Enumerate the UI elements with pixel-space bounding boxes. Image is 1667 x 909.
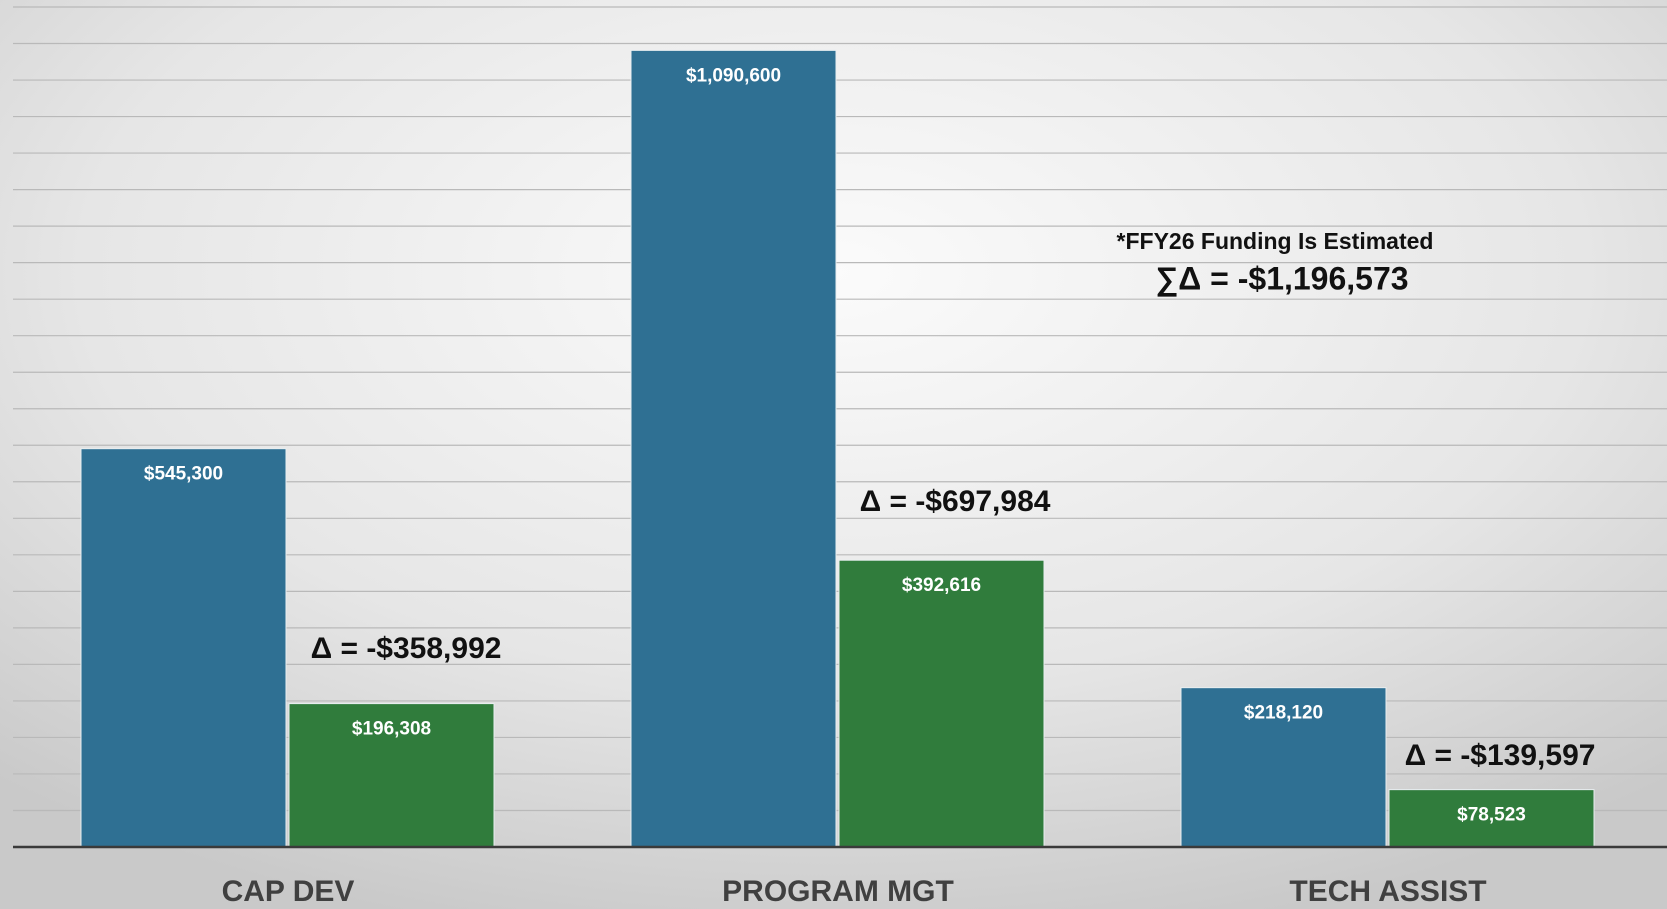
bar bbox=[1180, 687, 1387, 848]
bars bbox=[80, 49, 1595, 848]
bar bbox=[80, 448, 287, 848]
bar bbox=[1388, 789, 1595, 848]
annotation: *FFY26 Funding Is Estimated bbox=[1117, 228, 1434, 254]
data-label: $218,120 bbox=[1244, 703, 1323, 724]
bar bbox=[630, 49, 837, 848]
bar bbox=[838, 559, 1045, 848]
annotation: Δ = -$358,992 bbox=[311, 632, 502, 665]
labels: CAP DEV $545,300 $196,308 PROGRAM MGT $1,090… bbox=[13, 65, 1667, 908]
annotation: Δ = -$139,597 bbox=[1405, 739, 1596, 772]
x-tick-label: TECH ASSIST bbox=[1289, 875, 1486, 908]
data-label: $78,523 bbox=[1457, 805, 1526, 826]
data-label: $545,300 bbox=[144, 464, 223, 485]
bar bbox=[288, 703, 495, 848]
x-tick-label: CAP DEV bbox=[222, 875, 355, 908]
x-tick-label: PROGRAM MGT bbox=[722, 875, 954, 908]
annotation: ∑Δ = -$1,196,573 bbox=[1155, 260, 1408, 297]
data-label: $196,308 bbox=[352, 719, 431, 740]
annotation: Δ = -$697,984 bbox=[860, 485, 1051, 518]
data-label: $392,616 bbox=[902, 575, 981, 596]
data-label: $1,090,600 bbox=[686, 65, 781, 86]
